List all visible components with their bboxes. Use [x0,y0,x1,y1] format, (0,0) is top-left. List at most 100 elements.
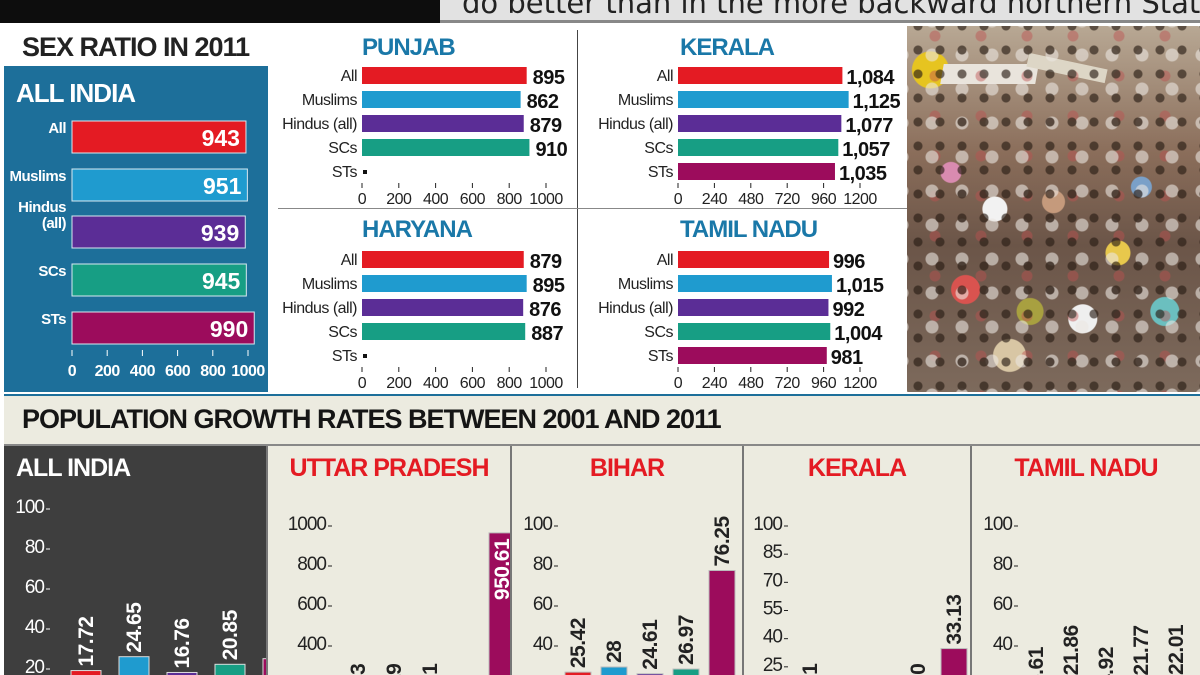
sex-ratio-kerala-chart: All 1,084 Muslims 1,125 Hindus (all) 1,077 SCs… [598,67,901,208]
x-tick-label: 1000 [231,363,265,380]
value-label: 990 [210,316,248,342]
growth-uttar-pradesh-chart: 10008006004002002319017950.61 [288,514,510,675]
growth-uttar-pradesh-title: UTTAR PRADESH [289,454,489,482]
bar-scs [362,323,526,340]
y-tick-label: 80 [25,537,45,558]
x-tick-label: 800 [497,191,523,208]
value-label: 1,015 [836,275,884,297]
category-label: STs [41,311,66,328]
value-label: 950.61 [491,538,510,600]
x-tick-label: 480 [738,375,764,392]
value-label: 26.97 [675,615,698,665]
growth-title: POPULATION GROWTH RATES BETWEEN 2001 AND… [22,404,722,434]
x-tick-label: 800 [497,375,523,392]
value-label: 23 [347,664,370,675]
y-tick-label: 40 [763,627,783,648]
value-label: 895 [533,275,565,297]
category-label: (all) [42,215,67,232]
growth-all-india-title: ALL INDIA [16,454,131,482]
bar-sts [71,311,255,345]
value-label: 1,057 [842,139,890,161]
bar-muslims [118,656,150,675]
value-label: 28 [603,640,626,663]
value-label: 981 [831,347,863,369]
y-tick-label: 100 [523,514,552,535]
x-tick-label: 600 [165,363,191,380]
growth-uttar-pradesh-panel: UTTAR PRADESH 10008006004002002319017950… [266,446,510,675]
category-label: STs [648,348,674,365]
x-tick-label: 600 [460,191,486,208]
x-tick-label: 0 [674,375,683,392]
bar-muslims [600,666,628,675]
y-tick-label: 40 [993,634,1013,655]
x-tick-label: 0 [358,375,367,392]
sex-ratio-punjab-chart: All 895 Muslims 862 Hindus (all) 879 SCs 910 STs… [282,67,568,208]
category-label: Muslims [618,92,674,109]
y-tick-label: 60 [533,594,553,615]
x-tick-label: 1200 [843,191,877,208]
bar-scs [672,668,700,675]
category-label: Hindus (all) [598,300,673,317]
bar-hindus-all [166,671,198,675]
category-label: Muslims [302,92,358,109]
bar-scs [214,663,246,675]
value-label: 01 [799,663,822,675]
category-label: All [657,68,673,85]
x-tick-label: 240 [702,191,728,208]
bar-sts [678,163,835,180]
y-tick-label: 60 [25,577,45,598]
crowd-photo [907,26,1200,392]
x-tick-label: 240 [702,375,728,392]
y-tick-label: 60 [993,594,1013,615]
value-label: 1,035 [839,163,887,185]
x-tick-label: 960 [811,375,837,392]
bar-sts-empty [363,170,367,174]
category-label: Hindus (all) [282,116,357,133]
category-label: Muslims [302,276,358,293]
bar-all [362,67,527,84]
category-label: STs [332,348,358,365]
category-label: STs [648,164,674,181]
growth-header-band [4,394,1200,444]
bar-scs [71,263,247,297]
haryana-title: HARYANA [362,216,473,243]
bar-sts [678,347,827,364]
y-tick-label: 100 [15,497,44,518]
bar-muslims [362,91,521,108]
bar-muslims [678,91,849,108]
growth-tamil-nadu-title: TAMIL NADU [1014,454,1158,482]
bar-all [362,251,524,268]
value-label: 33.13 [943,595,966,645]
bar-muslims [362,275,527,292]
growth-tamil-nadu-panel: TAMIL NADU 100806040205.6121.864.9221.77… [970,446,1200,675]
value-label: 876 [529,299,561,321]
kerala-sr-title: KERALA [680,34,775,61]
value-label: 996 [833,251,865,273]
category-label: STs [332,164,358,181]
y-tick-label: 100 [753,514,782,535]
value-label: 21.86 [1060,625,1083,675]
category-label: Hindus (all) [598,116,673,133]
value-label: 21.77 [1130,625,1153,675]
bar-all [71,120,247,154]
value-label: 1,004 [834,323,883,345]
x-tick-label: 720 [775,375,801,392]
category-label: SCs [38,263,66,280]
bar-hindus-all [362,299,524,316]
x-tick-label: 200 [386,191,412,208]
y-tick-label: 400 [297,634,326,655]
top-banner: do better than in the more backward nort… [0,0,1200,24]
value-label: 1,077 [845,115,893,137]
x-tick-label: 0 [68,363,77,380]
x-tick-label: 400 [423,375,449,392]
value-label: 19 [383,664,406,675]
bar-muslims [678,275,832,292]
bar-muslims [71,168,248,202]
banner-caption-box: do better than in the more backward nort… [440,0,1200,23]
value-label: 879 [530,251,562,273]
growth-all-india-panel: ALL INDIA 100 80 60 40 20 17.72 24.65 16.76 20.8… [4,446,266,675]
bar-all [678,67,843,84]
